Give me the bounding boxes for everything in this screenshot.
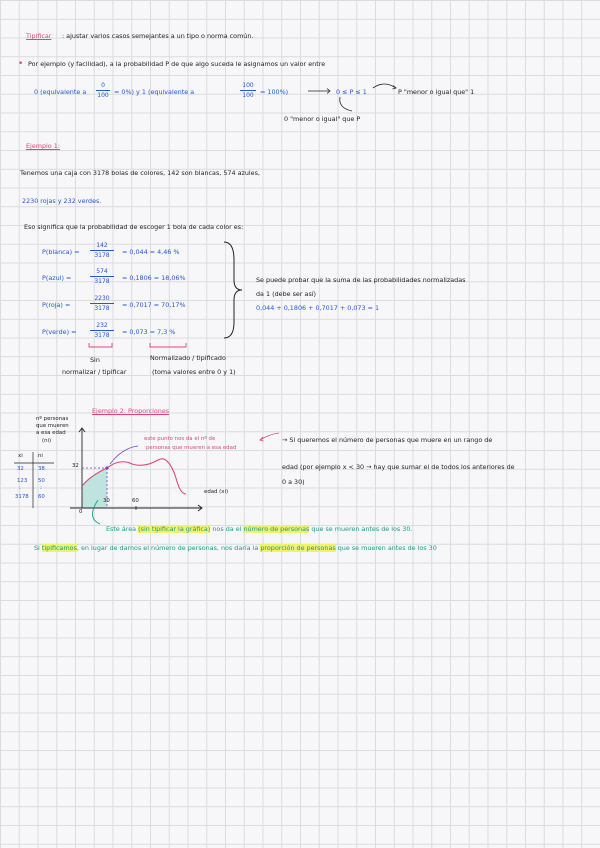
curve-note-line1: este punto nos da el nº de [144,436,216,442]
tipificar-title: Tipificar [26,32,52,40]
tipify-note-a: Si [34,544,40,552]
curved-arrow-icon [372,83,397,90]
prob-den: 3178 [94,278,110,285]
prob-fraction: 232 3178 [90,322,114,339]
example1-title: Ejemplo 1: [26,142,60,150]
area-note: Este área (sin tipificar la gráfica) nos… [106,525,413,533]
table-cell: : [40,485,42,491]
inequality: 0 ≤ P ≤ 1 [336,88,367,96]
curve-note-line2: personas que mueren a esa edad [146,445,237,451]
fraction-one-num: 100 [242,82,254,89]
example1-line2: 2230 rojas y 232 verdes. [22,197,102,205]
line3-end: = 100%) [260,88,289,96]
fraction-zero-den: 100 [97,92,109,99]
right-brace-icon [223,241,243,339]
inequality-right-note: P "menor o igual que" 1 [398,88,475,96]
bracket-marks [88,343,187,348]
table-cell: 38 [38,466,45,472]
ylabel-line4: (ni) [42,438,52,444]
prob-num: 2230 [94,295,110,302]
prob-result: = 0,044 = 4,46 % [122,248,180,256]
area-note-b: (sin tipificar la gráfica) [138,525,211,533]
prob-label: P(verde) = [42,328,77,336]
tipify-note-c: , en lugar de darnos el número de person… [76,544,259,552]
label-unnormalized: Sin [90,356,100,364]
axis-y-tick: 32 [72,463,79,469]
axis-x-tick: 0 [79,509,83,515]
table-head-ni: ni [38,453,43,459]
right-note-line3: 0 a 30) [282,478,305,486]
table-cell: 123 [17,478,28,484]
prob-label: P(azul) = [42,274,72,282]
sum-equation: 0,044 + 0,1806 + 0,7017 + 0,073 = 1 [256,304,380,312]
ylabel-line3: a esa edad [36,430,66,436]
table-cell: 50 [38,478,45,484]
arrow-icon [308,88,331,94]
fraction-one-den: 100 [242,92,254,99]
example2-title: Ejemplo 2: Proporciones [92,407,170,415]
data-table: xi ni 32 38 123 50 : : 3178 60 [14,452,54,508]
sum-note-line2: da 1 (debe ser así) [256,290,317,298]
example-intro: Por ejemplo (y facilidad), a la probabil… [28,60,326,68]
curved-arrow-down-icon [339,96,353,112]
prob-result: = 0,1806 = 18,06% [122,274,186,282]
inequality-below-note: 0 "menor o igual" que P [284,115,361,123]
prob-label: P(blanca) = [42,248,80,256]
label-normalized-2: (toma valores entre 0 y 1) [152,368,236,376]
distribution-graph [70,427,203,525]
right-note-line2: edad (por ejemplo x < 30 → hay que sumar… [282,463,515,471]
table-cell: : [19,485,21,491]
example1-line3: Eso significa que la probabilidad de esc… [24,223,244,231]
ylabel-line1: nº personas [36,416,69,422]
prob-fraction: 2230 3178 [90,295,114,312]
prob-result: = 0,7017 = 70,17% [122,301,186,309]
fraction-one: 100 100 [240,82,256,99]
table-lines [14,452,54,508]
prob-den: 3178 [94,332,110,339]
label-normalized: Normalizado / tipificado [150,354,226,362]
tipificar-definition: : ajustar varios casos semejantes a un t… [62,32,254,40]
prob-den: 3178 [94,305,110,312]
example1-line1: Tenemos una caja con 3178 bolas de color… [20,169,260,177]
table-head-xi: xi [18,453,23,459]
prob-label: P(roja) = [42,301,71,309]
area-note-e: que se mueren antes de los 30. [311,525,413,533]
prob-den: 3178 [94,252,110,259]
fraction-zero-num: 0 [101,82,105,89]
prob-fraction: 574 3178 [90,268,114,285]
table-cell: 32 [17,466,24,472]
tipify-note-d: proporción de personas [260,544,336,552]
bullet-dot: • [18,59,24,69]
area-note-c: nos da el [212,525,242,533]
table-cell: 3178 [15,494,29,500]
axis-x-label: edad (xi) [204,489,229,495]
table-cell: 60 [38,494,45,500]
axis-x-tick: 30 [103,498,110,504]
tipify-note-e: que se mueren antes de los 30 [337,544,437,552]
prob-result: = 0,073 = 7,3 % [122,328,176,336]
line3-start: 0 (equivalente a [34,88,87,96]
arrow-left-icon [259,432,280,442]
prob-num: 142 [96,242,108,249]
tipify-note: Si tipificamos, en lugar de darnos el nú… [34,544,437,552]
line3-middle: = 0%) y 1 (equivalente a [114,88,195,96]
tipify-note-b: tipificamos [41,544,77,552]
axis-x-tick: 60 [132,498,139,504]
right-note-line1: → Si queremos el número de personas que … [282,436,493,444]
fraction-zero: 0 100 [96,82,110,99]
prob-fraction: 142 3178 [90,242,114,259]
area-note-a: Este área [106,525,137,533]
ylabel-line2: que mueren [36,423,69,429]
sum-note-line1: Se puede probar que la suma de las proba… [256,276,466,284]
area-note-d: número de personas [243,525,310,533]
prob-num: 232 [96,322,108,329]
label-unnormalized-2: normalizar / tipificar [62,368,127,376]
prob-num: 574 [96,268,108,275]
